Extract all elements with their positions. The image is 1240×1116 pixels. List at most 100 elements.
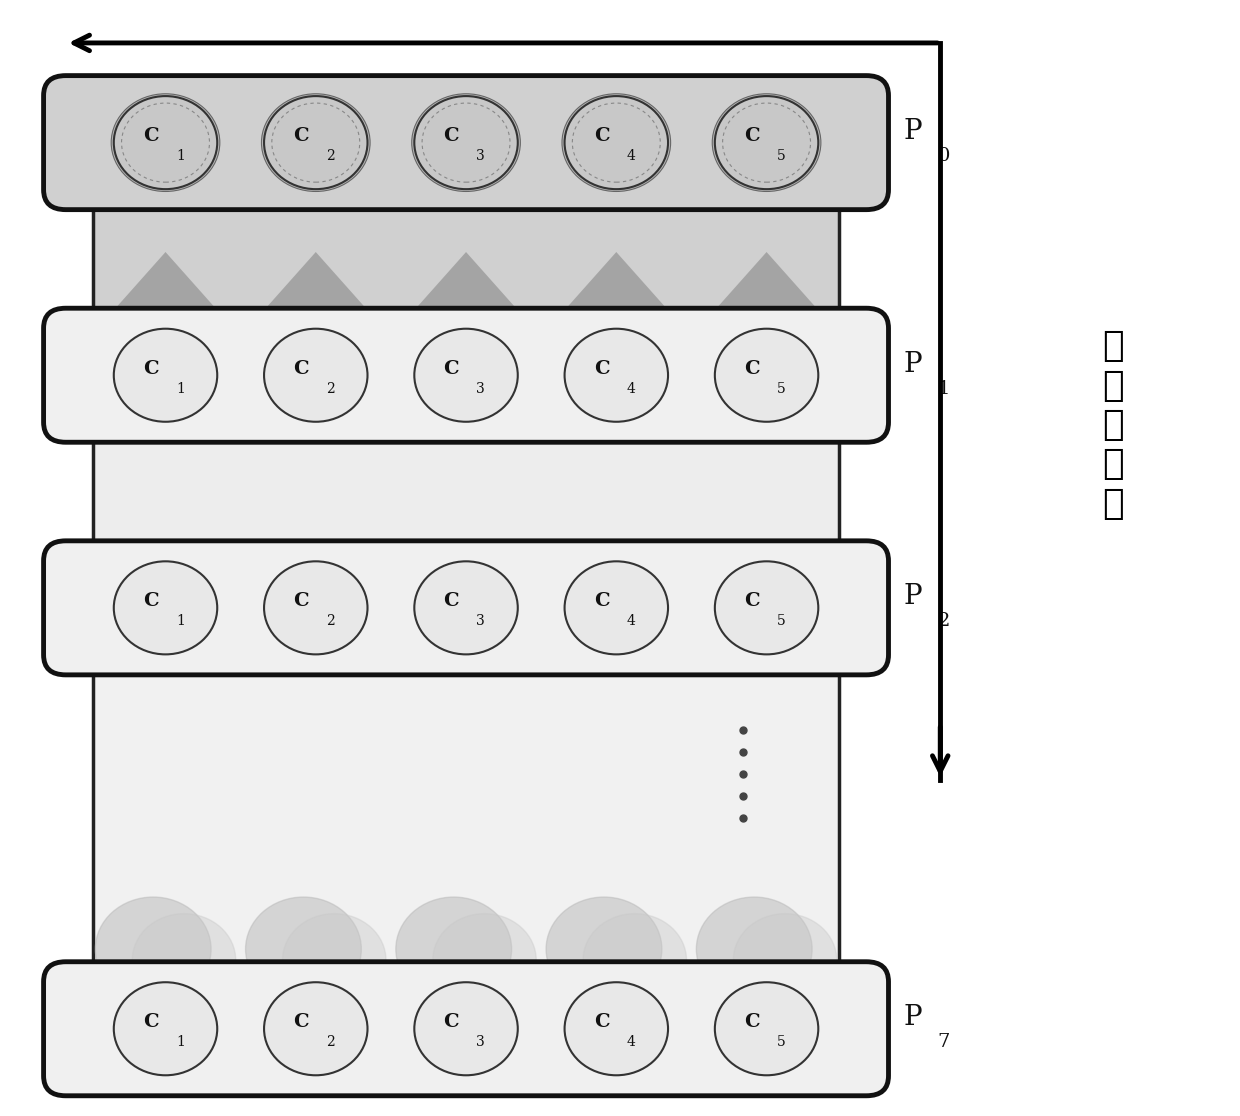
- Text: 1: 1: [176, 382, 185, 395]
- Circle shape: [112, 94, 219, 192]
- Polygon shape: [567, 252, 666, 307]
- Circle shape: [714, 561, 818, 654]
- Text: C: C: [744, 593, 760, 610]
- Circle shape: [733, 914, 837, 1007]
- Circle shape: [714, 96, 818, 189]
- Text: C: C: [444, 127, 459, 145]
- Text: 5: 5: [777, 614, 786, 628]
- FancyBboxPatch shape: [43, 308, 889, 442]
- Circle shape: [122, 364, 210, 443]
- Text: 3: 3: [476, 1035, 485, 1049]
- Text: 0: 0: [937, 147, 950, 165]
- Circle shape: [422, 364, 510, 443]
- Text: 5: 5: [777, 148, 786, 163]
- Text: C: C: [293, 359, 309, 377]
- Circle shape: [114, 329, 217, 422]
- Circle shape: [396, 897, 512, 1001]
- Circle shape: [412, 94, 521, 192]
- Circle shape: [414, 96, 518, 189]
- Text: C: C: [594, 593, 609, 610]
- Text: C: C: [744, 127, 760, 145]
- Text: 2: 2: [326, 614, 335, 628]
- Text: 1: 1: [937, 379, 950, 397]
- Circle shape: [262, 94, 370, 192]
- Circle shape: [414, 561, 518, 654]
- Text: 5: 5: [777, 1035, 786, 1049]
- Text: C: C: [444, 593, 459, 610]
- Text: 4: 4: [626, 382, 636, 395]
- Text: 2: 2: [326, 148, 335, 163]
- Text: 4: 4: [626, 614, 636, 628]
- Circle shape: [714, 329, 818, 422]
- Polygon shape: [267, 252, 365, 307]
- Text: C: C: [744, 1013, 760, 1031]
- Circle shape: [697, 897, 812, 1001]
- FancyBboxPatch shape: [43, 76, 889, 210]
- Circle shape: [564, 329, 668, 422]
- Text: C: C: [444, 1013, 459, 1031]
- Circle shape: [283, 914, 386, 1007]
- Circle shape: [583, 914, 687, 1007]
- Text: 1: 1: [176, 148, 185, 163]
- Circle shape: [114, 96, 217, 189]
- Text: P: P: [903, 584, 921, 610]
- Text: 3: 3: [476, 382, 485, 395]
- Circle shape: [564, 561, 668, 654]
- Circle shape: [114, 982, 217, 1076]
- Text: 1: 1: [176, 1035, 185, 1049]
- Polygon shape: [117, 252, 215, 307]
- Bar: [93, 655, 839, 982]
- Circle shape: [264, 561, 367, 654]
- Text: P: P: [903, 118, 921, 145]
- Circle shape: [114, 561, 217, 654]
- Text: 3: 3: [476, 614, 485, 628]
- Circle shape: [133, 914, 236, 1007]
- Circle shape: [414, 329, 518, 422]
- Text: P: P: [903, 1004, 921, 1031]
- Bar: [93, 190, 839, 328]
- Text: 4: 4: [626, 1035, 636, 1049]
- Text: 生
产
线
方
向: 生 产 线 方 向: [1102, 329, 1123, 521]
- Polygon shape: [417, 252, 516, 307]
- Circle shape: [714, 982, 818, 1076]
- Circle shape: [564, 982, 668, 1076]
- Circle shape: [246, 897, 361, 1001]
- Polygon shape: [717, 252, 816, 307]
- Circle shape: [433, 914, 536, 1007]
- Text: C: C: [444, 359, 459, 377]
- Text: 5: 5: [777, 382, 786, 395]
- Text: 1: 1: [176, 614, 185, 628]
- Circle shape: [272, 364, 360, 443]
- Text: P: P: [903, 350, 921, 377]
- Text: C: C: [594, 127, 609, 145]
- Circle shape: [723, 364, 811, 443]
- Text: C: C: [143, 593, 159, 610]
- Text: C: C: [293, 593, 309, 610]
- Circle shape: [414, 982, 518, 1076]
- Text: C: C: [293, 127, 309, 145]
- Text: C: C: [594, 359, 609, 377]
- Text: C: C: [744, 359, 760, 377]
- Text: 4: 4: [626, 148, 636, 163]
- Circle shape: [264, 329, 367, 422]
- FancyBboxPatch shape: [43, 962, 889, 1096]
- Circle shape: [264, 96, 367, 189]
- Text: C: C: [594, 1013, 609, 1031]
- Circle shape: [573, 364, 660, 443]
- Bar: [93, 422, 839, 560]
- Text: 2: 2: [326, 1035, 335, 1049]
- Text: 7: 7: [937, 1033, 950, 1051]
- Text: C: C: [143, 359, 159, 377]
- FancyBboxPatch shape: [43, 541, 889, 675]
- Circle shape: [712, 94, 821, 192]
- Text: 3: 3: [476, 148, 485, 163]
- Circle shape: [564, 96, 668, 189]
- Text: C: C: [143, 1013, 159, 1031]
- Circle shape: [562, 94, 671, 192]
- Text: 2: 2: [937, 613, 950, 631]
- Text: C: C: [143, 127, 159, 145]
- Circle shape: [264, 982, 367, 1076]
- Text: C: C: [293, 1013, 309, 1031]
- Text: 2: 2: [326, 382, 335, 395]
- Circle shape: [95, 897, 211, 1001]
